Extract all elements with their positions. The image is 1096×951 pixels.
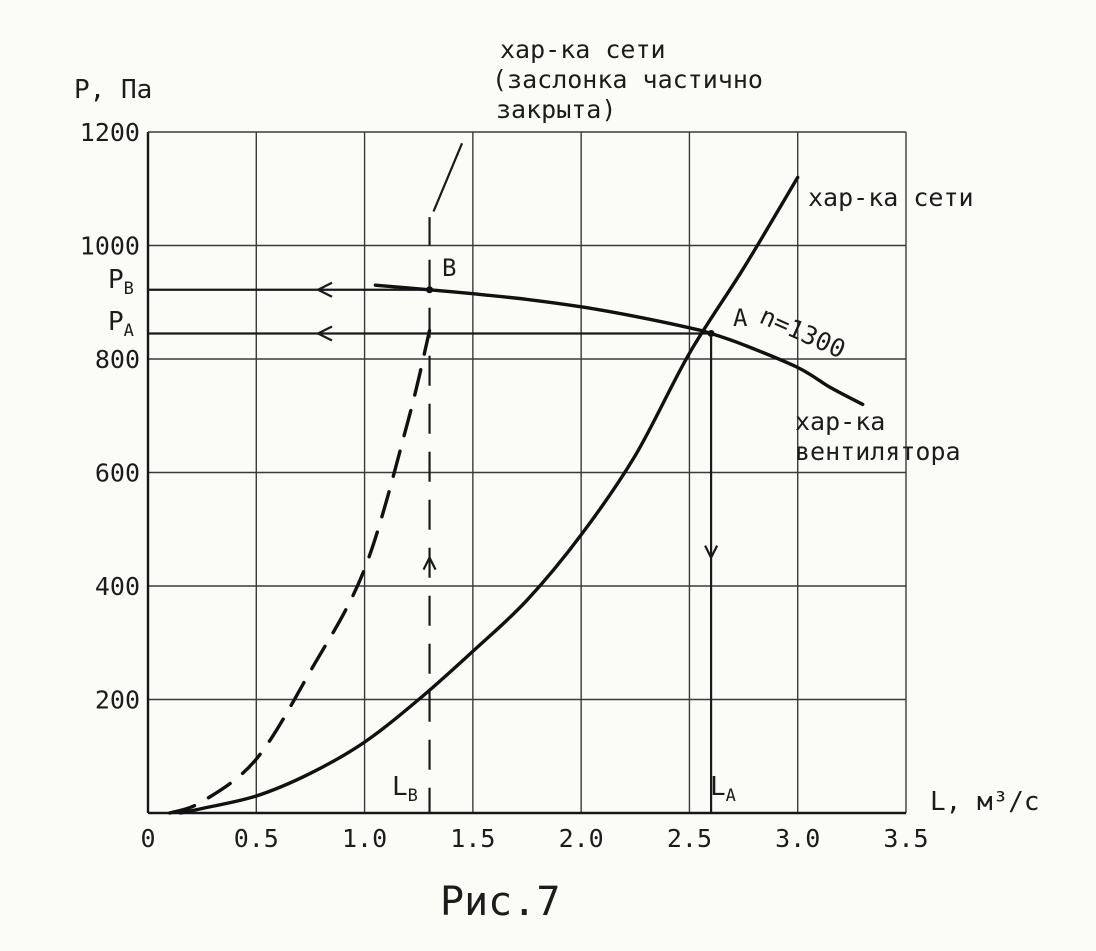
- y-axis-label: P, Па: [74, 75, 152, 105]
- network-closed-label-line3: закрыта): [496, 95, 616, 124]
- figure-caption: Рис.7: [440, 879, 560, 925]
- y-tick-label: 800: [95, 345, 140, 374]
- x-tick-label: 3.5: [883, 824, 928, 853]
- svg-text:PA: PA: [108, 307, 134, 341]
- network-curve: [178, 175, 800, 815]
- tick-labels: 0 0.5 1.0 1.5 2.0 2.5 3.0 3.5 200 400 600 800 1000 12…: [80, 118, 929, 853]
- y-tick-label: 600: [95, 459, 140, 488]
- x-tick-label: 2.5: [667, 824, 712, 853]
- guide-lines: [148, 142, 719, 813]
- operating-point-a: [707, 329, 715, 337]
- network-closed-label-line2: (заслонка частично: [492, 65, 763, 94]
- network-closed-label-line1: хар-ка сети: [500, 35, 666, 64]
- x-tick-label: 2.0: [559, 824, 604, 853]
- la-guide-arrow: [704, 545, 719, 561]
- point-b-label: B: [442, 254, 456, 282]
- fan-label-line1: хар-ка: [795, 407, 885, 436]
- curves: [168, 175, 865, 815]
- network-label: хар-ка сети: [808, 183, 974, 212]
- y-tick-label: 1200: [80, 118, 140, 147]
- x-tick-label: 1.5: [450, 824, 495, 853]
- operating-point-b: [426, 286, 434, 294]
- network-closed-curve: [168, 328, 432, 815]
- x-tick-label: 1.0: [342, 824, 387, 853]
- annotation-leader: [428, 142, 464, 246]
- y-tick-label: 200: [95, 686, 140, 715]
- svg-text:PB: PB: [108, 265, 134, 299]
- point-a-label: A: [733, 304, 748, 332]
- pb-guide-arrow: [315, 281, 333, 298]
- pa-guide-arrow: [315, 325, 333, 342]
- x-tick-label: 0.5: [234, 824, 279, 853]
- svg-text:LB: LB: [392, 772, 418, 806]
- axes: [146, 132, 906, 815]
- y-tick-label: 400: [95, 572, 140, 601]
- pa-label: PA: [108, 307, 134, 341]
- fan-curve: [373, 283, 865, 407]
- grid-lines: [148, 131, 907, 813]
- lb-guide-arrow: [422, 555, 437, 571]
- la-label: LA: [710, 772, 736, 806]
- svg-text:LA: LA: [710, 772, 736, 806]
- x-axis-label: L, м³/с: [930, 787, 1040, 817]
- x-tick-label: 3.0: [775, 824, 820, 853]
- pb-label: PB: [108, 265, 134, 299]
- fan-label-line2: вентилятора: [795, 437, 961, 466]
- x-tick-label: 0: [140, 824, 155, 853]
- y-tick-label: 1000: [80, 232, 140, 261]
- lb-label: LB: [392, 772, 418, 806]
